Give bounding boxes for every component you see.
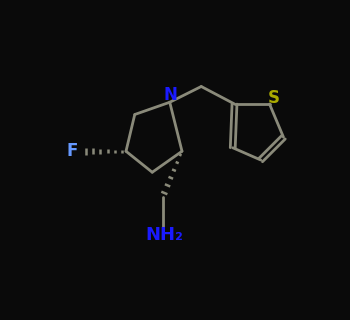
- Text: F: F: [67, 142, 78, 160]
- Text: NH₂: NH₂: [146, 226, 183, 244]
- Text: S: S: [268, 89, 280, 107]
- Text: N: N: [163, 85, 177, 104]
